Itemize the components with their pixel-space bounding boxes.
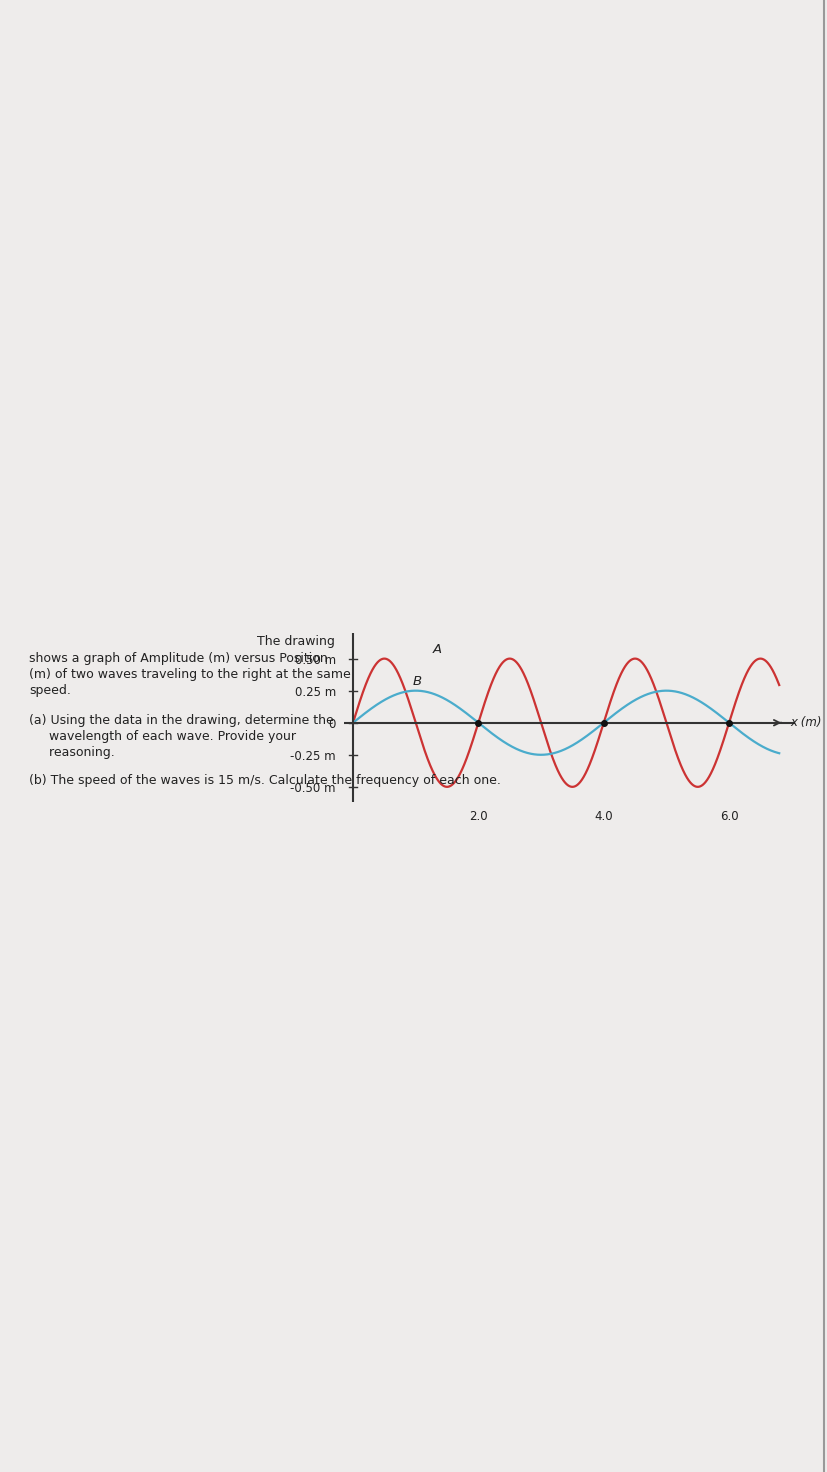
Text: (a) Using the data in the drawing, determine the: (a) Using the data in the drawing, deter… (29, 714, 333, 727)
Text: speed.: speed. (29, 684, 71, 698)
Text: (b) The speed of the waves is 15 m/s. Calculate the frequency of each one.: (b) The speed of the waves is 15 m/s. Ca… (29, 774, 500, 788)
Text: (m) of two waves traveling to the right at the same: (m) of two waves traveling to the right … (29, 668, 351, 682)
Text: shows a graph of Amplitude (m) versus Position: shows a graph of Amplitude (m) versus Po… (29, 652, 327, 665)
Text: x (m): x (m) (790, 717, 821, 729)
Text: B: B (412, 676, 421, 687)
Text: The drawing: The drawing (257, 636, 335, 648)
Text: reasoning.: reasoning. (29, 746, 115, 760)
Text: A: A (433, 643, 442, 657)
Text: wavelength of each wave. Provide your: wavelength of each wave. Provide your (29, 730, 295, 743)
